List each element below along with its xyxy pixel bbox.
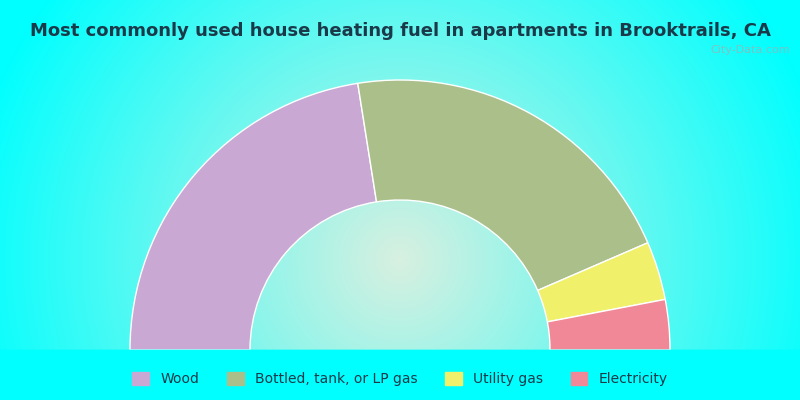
Wedge shape bbox=[130, 83, 377, 350]
Text: Most commonly used house heating fuel in apartments in Brooktrails, CA: Most commonly used house heating fuel in… bbox=[30, 22, 770, 40]
Text: City-Data.com: City-Data.com bbox=[710, 45, 790, 55]
Legend: Wood, Bottled, tank, or LP gas, Utility gas, Electricity: Wood, Bottled, tank, or LP gas, Utility … bbox=[126, 365, 674, 393]
Wedge shape bbox=[547, 300, 670, 350]
Wedge shape bbox=[538, 243, 666, 322]
Wedge shape bbox=[358, 80, 648, 290]
Bar bbox=[0, 350, 800, 400]
